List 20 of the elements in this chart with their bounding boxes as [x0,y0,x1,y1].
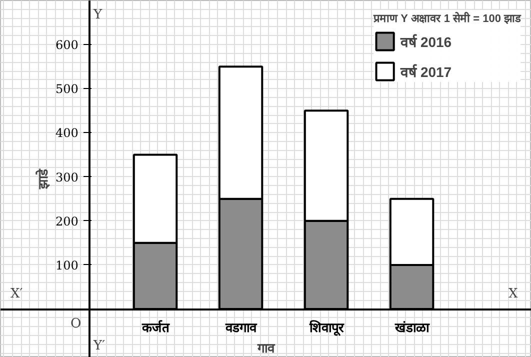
y-tick-label: 300 [56,170,78,184]
y-tick-label: 500 [56,82,78,96]
text: O [70,316,82,332]
y-axis-title: झाडे [36,168,51,190]
y-tick-label: 200 [56,214,78,228]
x-tick-label: कर्जत [140,320,170,336]
y-tick-label: 600 [56,38,78,52]
legend-label: वर्ष 2017 [400,62,452,80]
text: Y′ [92,338,106,354]
legend-label: वर्ष 2016 [400,32,452,50]
y-tick-label: 100 [56,258,78,272]
x-tick-label: वडगाव [224,320,258,336]
legend-title: प्रमाण Y अक्षावर 1 सेमी = 100 झाड [374,10,521,25]
text: X′ [10,286,23,302]
x-tick-label: खंडाळा [394,320,430,336]
text: Y [92,8,102,22]
x-axis-title: गाव [256,340,276,356]
x-tick-label: शिवापूर [308,320,344,336]
y-tick-label: 400 [56,126,78,140]
text: X [508,286,518,302]
